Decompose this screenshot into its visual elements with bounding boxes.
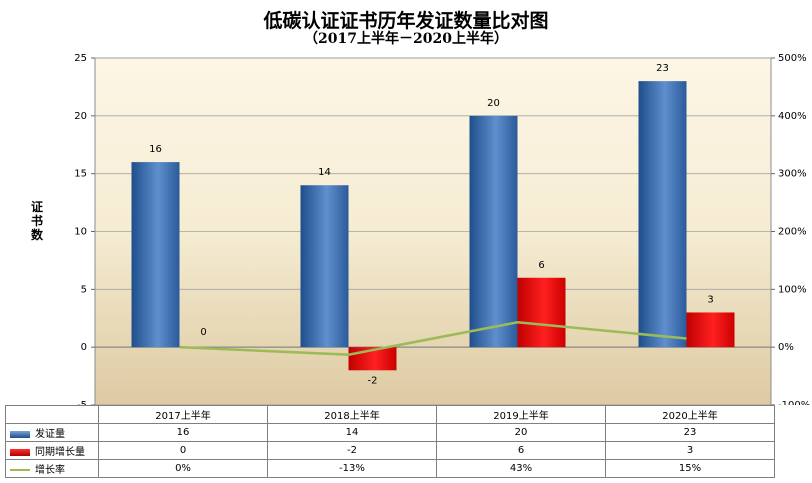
y-tick-label: 5 [81, 284, 87, 295]
y-tick-label: 15 [74, 169, 87, 180]
table-cell: 23 [605, 423, 775, 442]
y-axis-left: -5 0 5 10 15 20 25 [74, 53, 95, 405]
data-label-growth: 0 [200, 327, 206, 338]
category-label: 2020上半年 [605, 405, 775, 424]
table-row: 增长率 0% -13% 43% 15% [5, 459, 775, 478]
y-axis-title-char: 数 [30, 228, 43, 242]
bar-issued [469, 115, 518, 348]
y2-tick-label: 0% [778, 342, 794, 353]
y2-tick-label: -100% [778, 400, 810, 405]
bar-issued [300, 185, 349, 348]
data-label-growth: -2 [368, 375, 378, 386]
y-axis-title-char: 书 [30, 214, 43, 228]
category-label: 2018上半年 [267, 405, 437, 424]
bars [131, 81, 735, 371]
data-label-growth: 6 [538, 260, 544, 271]
table-cell: 14 [267, 423, 437, 442]
table-row: 同期增长量 0 -2 6 3 [5, 441, 775, 460]
data-label-issued: 23 [656, 63, 669, 74]
data-label-issued: 14 [318, 167, 331, 178]
data-label-growth: 3 [707, 294, 713, 305]
table-cell: 3 [605, 441, 775, 460]
legend-label: 发证量 [35, 429, 65, 440]
y-axis-title-char: 证 [30, 200, 43, 214]
table-cell: 15% [605, 459, 775, 478]
legend-item: 同期增长量 [5, 441, 99, 460]
category-label: 2019上半年 [436, 405, 606, 424]
bar-growth [686, 312, 735, 348]
legend-swatch-line [10, 469, 30, 471]
y-axis-title: 证书数 [28, 200, 46, 242]
table-corner [5, 405, 99, 424]
table-header-row: 2017上半年 2018上半年 2019上半年 2020上半年 [5, 405, 775, 424]
table-cell: 43% [436, 459, 606, 478]
y2-tick-label: 100% [778, 284, 807, 295]
legend-item: 发证量 [5, 423, 99, 442]
y-tick-label: 0 [81, 342, 87, 353]
chart-subtitle: （2017上半年－2020上半年） [304, 31, 508, 47]
table-cell: -13% [267, 459, 437, 478]
y2-tick-label: 300% [778, 169, 807, 180]
table-cell: 16 [98, 423, 268, 442]
legend-item: 增长率 [5, 459, 99, 478]
bar-growth [517, 277, 566, 348]
table-row: 发证量 16 14 20 23 [5, 423, 775, 442]
chart-title: 低碳认证证书历年发证数量比对图 [263, 10, 549, 32]
table-cell: 20 [436, 423, 606, 442]
table-cell: 0% [98, 459, 268, 478]
table-cell: -2 [267, 441, 437, 460]
data-label-issued: 16 [149, 144, 162, 155]
y2-tick-label: 400% [778, 111, 807, 122]
table-cell: 0 [98, 441, 268, 460]
growth-rate-line [179, 321, 687, 356]
growth-line [179, 321, 687, 356]
legend-label: 同期增长量 [35, 447, 85, 458]
table-cell: 6 [436, 441, 606, 460]
y2-tick-label: 200% [778, 227, 807, 238]
y-tick-label: 25 [74, 53, 87, 64]
category-label: 2017上半年 [98, 405, 268, 424]
y-tick-label: -5 [77, 400, 87, 405]
data-table: 2017上半年 2018上半年 2019上半年 2020上半年 发证量 16 1… [5, 405, 775, 478]
y2-tick-label: 500% [778, 53, 807, 64]
y-tick-label: 10 [74, 227, 87, 238]
bar-issued [131, 162, 180, 348]
data-labels: 16 0 14 -2 20 6 23 3 [149, 63, 714, 386]
legend-swatch-red [10, 448, 30, 456]
data-label-issued: 20 [487, 98, 500, 109]
y-axis-right: -100% 0% 100% 200% 300% 400% 500% [771, 53, 810, 405]
chart-area: -5 0 5 10 15 20 25 -100% 0% 100% 200% 300% 400% 500%… [74, 53, 810, 405]
legend-swatch-blue [10, 430, 30, 438]
bar-issued [638, 81, 687, 348]
legend-label: 增长率 [35, 465, 65, 476]
y-tick-label: 20 [74, 111, 87, 122]
